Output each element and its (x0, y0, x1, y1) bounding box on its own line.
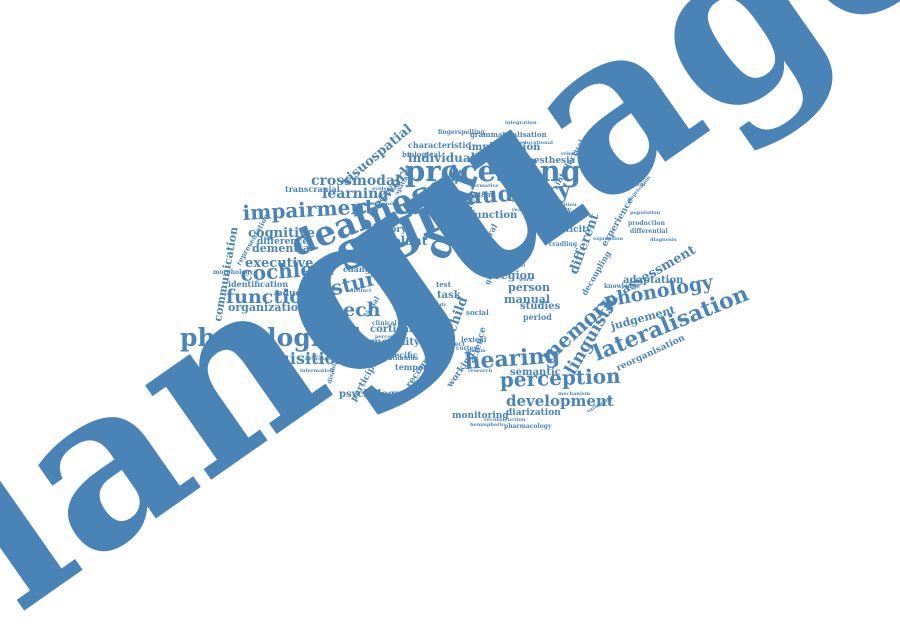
word-infant: infant (512, 198, 530, 204)
word-lexical: lexical (461, 335, 487, 344)
word-knowledge: knowledge (604, 283, 640, 290)
word-specific: specific (384, 350, 418, 360)
word-studies: studies (520, 301, 561, 312)
word-social: social (466, 308, 489, 317)
word-behaviour: behaviour (618, 182, 646, 188)
word-morphology: morphology (213, 269, 254, 276)
word-speech: speech (307, 299, 381, 321)
word-perception: perception (499, 364, 621, 392)
word-word: word (518, 277, 533, 283)
word-synesthesia: synesthesia (517, 156, 576, 166)
word-transcranial: transcranial (285, 184, 340, 194)
word-pharmacology: pharmacology (504, 423, 552, 430)
word-biological: biological (402, 150, 441, 159)
word-learning: learning (322, 186, 388, 202)
word-manual: manual (504, 293, 550, 306)
word-modality: modality (371, 337, 421, 348)
word-rehabilitation: rehabilitation (561, 151, 600, 157)
word-identification: identification (228, 279, 288, 289)
word-difference: difference (257, 237, 308, 247)
word-cortex: cortex (456, 345, 477, 352)
word-differential: differential (630, 228, 668, 235)
word-neuroscience: neuroscience (305, 356, 342, 362)
word-research: research (468, 368, 493, 374)
word-condition: condition (550, 202, 577, 208)
word-system: system (466, 190, 494, 199)
word-fingerspelling: fingerspelling (438, 129, 485, 136)
word-person: person (508, 281, 550, 294)
word-hemispheric: hemispheric (470, 422, 505, 428)
word-characteristic: characteristic (408, 140, 470, 150)
word-expression: expression (593, 236, 623, 242)
word-cortical: cortical (370, 324, 413, 335)
word-phonological: phonological (180, 323, 361, 352)
word-implantation: implantation (468, 142, 541, 153)
word-reconstruction: reconstruction (484, 417, 526, 423)
word-function: function (470, 210, 518, 221)
word-evidence: evidence (372, 186, 397, 192)
word-test: test (436, 280, 452, 289)
word-activation: activation (328, 250, 373, 260)
word-study: study (431, 302, 447, 308)
word-development: development (506, 392, 614, 410)
word-stimulus: stimulus (389, 355, 419, 362)
word-semantic: semantic (510, 367, 561, 378)
word-change: change (343, 264, 375, 274)
word-processing: processing (405, 154, 581, 188)
word-sonography: sonography (470, 153, 516, 162)
word-plasticity: plasticity (545, 225, 592, 235)
word-production: production (628, 220, 666, 227)
word-effect: effect (446, 341, 465, 348)
word-motion: motion (466, 348, 486, 354)
word-functional: functional (226, 286, 335, 308)
word-information: information (300, 368, 334, 374)
word-adaptation: adaptation (623, 275, 684, 286)
word-clinical: clinical (372, 320, 397, 327)
word-diagnosis: diagnosis (650, 237, 677, 243)
word-education: education (277, 289, 327, 299)
word-diarization: diarization (506, 408, 561, 418)
word-educational: educational (520, 140, 553, 146)
word-executive: executive (245, 256, 313, 271)
word-lexicality: lexicality (536, 205, 572, 214)
word-region: region (495, 269, 535, 282)
word-temporal: temporal (395, 362, 436, 372)
word-individual: individual (408, 151, 476, 165)
word-measure: measure (425, 359, 449, 365)
word-brain: brain (487, 258, 520, 271)
word-population: population (630, 210, 661, 216)
word-state: state (515, 254, 529, 260)
word-model: model (508, 263, 525, 269)
word-distinct: distinct (350, 288, 372, 294)
word-period: period (523, 312, 552, 322)
word-normative: normative (470, 183, 498, 189)
word-perceptual: perceptual (375, 334, 405, 340)
word-acquisition: acquisition (247, 349, 347, 368)
word-grammaticalisation: grammaticalisation (470, 130, 547, 139)
word-augmentative: augmentative (266, 381, 304, 387)
word-psychology: psychology (339, 389, 402, 400)
word-structure: structure (395, 210, 421, 216)
word-sensory: sensory (368, 225, 407, 235)
word-dementia: dementia (252, 242, 310, 255)
word-task: task (437, 290, 462, 301)
word-monitoring: monitoring (452, 411, 509, 421)
word-response: response (370, 201, 395, 207)
word-crossmodal: crossmodal (311, 173, 400, 189)
word-implant: implant (375, 234, 428, 248)
word-mechanism: mechanism (558, 391, 591, 397)
word-reading: reading (512, 207, 534, 213)
word-organization: organization (228, 301, 306, 314)
word-cradling: cradling (549, 241, 578, 248)
word-cognitive: cognitive (248, 226, 315, 241)
word-integration: integration (505, 120, 537, 126)
